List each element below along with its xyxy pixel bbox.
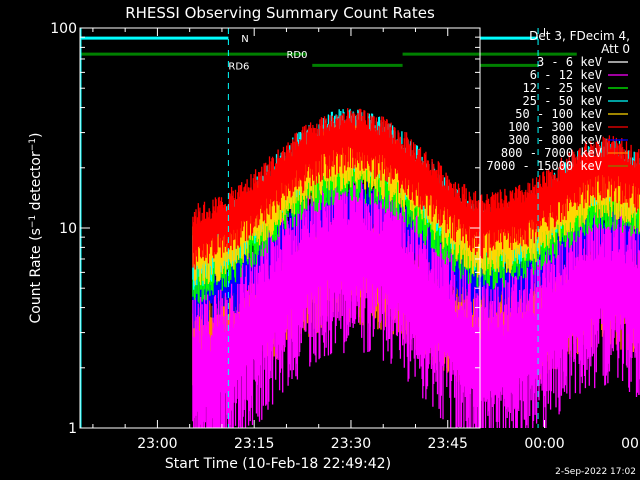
series-trace-5 <box>192 108 640 270</box>
x-axis-label: Start Time (10-Feb-18 22:49:42) <box>165 456 391 472</box>
legend-entry-label-5: 100 - 300 keV <box>508 120 602 134</box>
series-trace-1 <box>192 166 640 428</box>
x-tick-label-0: 23:00 <box>137 436 177 452</box>
legend-entry-label-1: 6 - 12 keV <box>530 68 602 82</box>
y-tick-label-1: 10 <box>59 221 77 237</box>
trace-layer <box>192 108 640 428</box>
legend-entry-label-3: 25 - 50 keV <box>523 94 602 108</box>
legend-entry-label-7: 800 - 7000 keV <box>501 146 602 160</box>
legend-entry-label-6: 300 - 800 keV <box>508 133 602 147</box>
legend-entry-label-4: 50 - 100 keV <box>515 107 602 121</box>
flag-label-n: N <box>241 34 248 45</box>
flag-label-rd6: RD6 <box>228 61 249 72</box>
x-tick-label-2: 23:30 <box>331 436 371 452</box>
legend-entry-label-8: 7000 - 15000 keV <box>486 159 602 173</box>
legend-header-0: Det 3, FDecim 4, <box>529 29 630 43</box>
y-tick-label-0: 1 <box>68 421 77 437</box>
flag-layer: N RD0 RD6 <box>80 28 577 428</box>
x-tick-label-1: 23:15 <box>234 436 274 452</box>
y-tick-label-2: 100 <box>50 21 77 37</box>
legend-entry-label-0: 3 - 6 keV <box>537 55 602 69</box>
x-tick-label-4: 00:00 <box>524 436 564 452</box>
flag-label-rd0: RD0 <box>286 50 307 61</box>
chart-title: RHESSI Observing Summary Count Rates <box>125 4 435 22</box>
x-tick-label-3: 23:45 <box>428 436 468 452</box>
legend-entry-label-2: 12 - 25 keV <box>523 81 602 95</box>
y-axis-label: Count Rate (s−1 detector−1) <box>28 133 44 324</box>
x-tick-label-5: 00:15 <box>621 436 640 452</box>
axes-layer: 23:00 23:15 23:30 23:45 00:00 00:15 1 10 100 <box>50 21 640 452</box>
footer-date: 2-Sep-2022 17:02 <box>555 467 636 477</box>
legend-header-1: Att 0 <box>601 42 630 56</box>
